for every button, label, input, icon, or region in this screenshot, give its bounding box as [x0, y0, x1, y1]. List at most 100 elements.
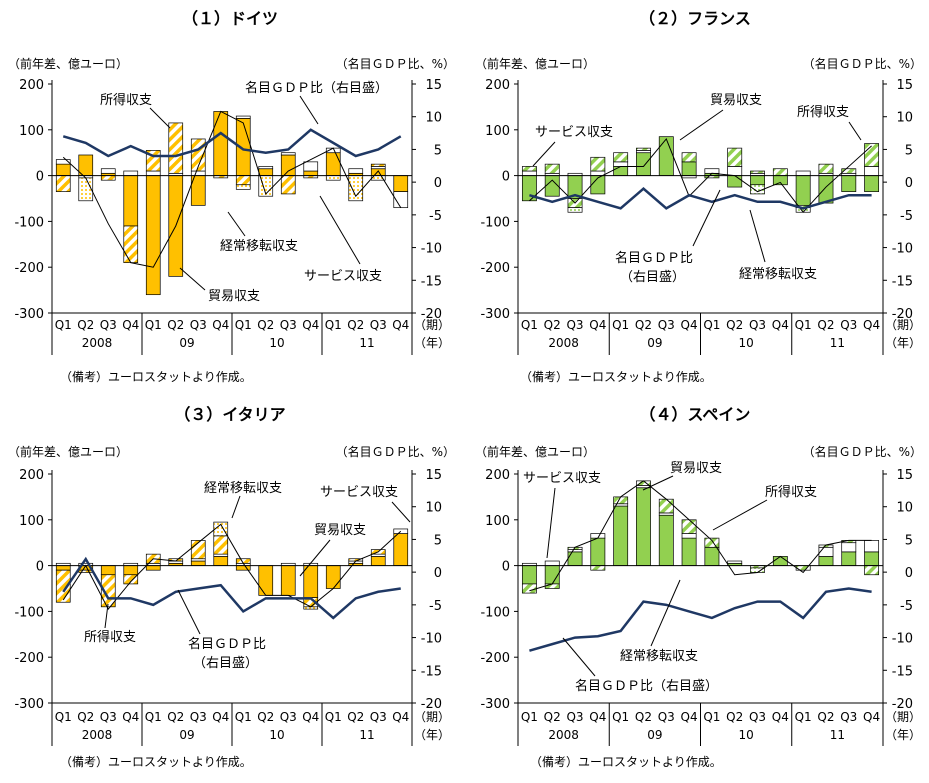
- bar-services: [258, 166, 274, 170]
- year-tick: 2008: [82, 728, 113, 742]
- bar-income: [544, 163, 560, 174]
- right-axis-tick: 10: [425, 501, 442, 516]
- year-tick: 11: [359, 728, 374, 742]
- bar-income: [864, 565, 880, 576]
- right-axis-unit: （名目ＧＤＰ比、%）: [336, 444, 455, 459]
- right-axis-tick: -20: [421, 307, 442, 322]
- bar-services: [348, 168, 364, 174]
- quarter-tick: Q3: [280, 318, 297, 332]
- annotation-transfers: 経常移転収支: [204, 481, 282, 496]
- annotation-income: 所得収支: [797, 104, 849, 120]
- left-axis-tick: 0: [502, 560, 510, 575]
- bar-income: [841, 168, 857, 174]
- bar-trade: [393, 175, 409, 192]
- chart-title: （３）イタリア: [174, 405, 285, 424]
- quarter-tick: Q1: [235, 710, 252, 724]
- bar-services: [145, 170, 161, 176]
- quarter-tick: Q3: [190, 318, 207, 332]
- bar-transfers: [213, 521, 229, 537]
- right-axis-unit: （名目ＧＤＰ比、%）: [336, 56, 455, 71]
- right-axis-tick: 0: [434, 566, 442, 581]
- bar-services: [521, 170, 537, 176]
- right-axis-tick: -5: [429, 599, 442, 614]
- bar-income: [521, 583, 537, 594]
- bar-services: [727, 166, 743, 176]
- bar-trade: [325, 565, 341, 589]
- bar-trade: [280, 154, 296, 176]
- quarter-tick: Q1: [521, 710, 538, 724]
- quarter-tick: Q2: [167, 318, 184, 332]
- quarter-tick: Q2: [726, 710, 743, 724]
- bar-income: [704, 537, 720, 548]
- right-axis-tick: -5: [429, 209, 442, 224]
- year-tick: 11: [830, 336, 845, 350]
- right-axis-tick: 0: [905, 176, 913, 191]
- leader-line: [642, 475, 674, 491]
- year-tick: 2008: [82, 336, 113, 350]
- line-gdp-ratio: [62, 128, 402, 158]
- left-axis-tick: -100: [14, 215, 44, 230]
- bar-services: [864, 540, 880, 553]
- quarter-tick: Q2: [257, 710, 274, 724]
- bar-transfers: [235, 184, 251, 190]
- bar-income: [613, 152, 629, 163]
- bar-services: [841, 542, 857, 553]
- bar-services: [544, 560, 560, 566]
- right-axis-tick: -10: [892, 632, 913, 647]
- quarter-tick: Q3: [840, 318, 857, 332]
- bar-transfers: [348, 175, 364, 202]
- leader-line: [231, 495, 241, 519]
- quarter-tick: Q3: [658, 710, 675, 724]
- bar-services: [818, 546, 834, 557]
- leader-line: [149, 107, 171, 129]
- plot-area: 200 100 0 -100 -200 -300 15 10 5 0 -5 -10 -15 -20 Q1 Q2…: [14, 78, 450, 355]
- bar-services: [795, 170, 811, 176]
- quarter-tick: Q1: [325, 710, 342, 724]
- quarter-tick: Q4: [122, 318, 139, 332]
- bar-trade: [636, 487, 651, 566]
- bar-income: [168, 122, 184, 174]
- quarter-tick: Q4: [863, 710, 880, 724]
- bar-trade: [145, 565, 161, 571]
- quarter-tick: Q4: [681, 710, 698, 724]
- bar-services: [280, 152, 296, 156]
- quarter-tick: Q4: [212, 710, 229, 724]
- annotation-gdp-ratio: 名目ＧＤＰ比（右目盛）: [245, 80, 388, 96]
- right-axis-tick: -20: [892, 307, 913, 322]
- bar-trade: [795, 175, 811, 206]
- bar-income: [636, 147, 651, 151]
- bar-trade: [123, 565, 139, 576]
- leader-line: [848, 121, 862, 141]
- quarter-tick: Q4: [772, 318, 789, 332]
- quarter-tick: Q3: [100, 318, 117, 332]
- quarter-tick: Q4: [681, 318, 698, 332]
- left-axis-tick: 200: [485, 468, 510, 483]
- leader-line: [562, 637, 596, 677]
- leader-line: [299, 539, 331, 577]
- quarter-tick: Q4: [589, 318, 606, 332]
- bar-trade: [258, 168, 274, 176]
- right-axis-tick: 5: [434, 143, 442, 158]
- quarter-tick: Q1: [612, 318, 629, 332]
- year-tick: 10: [269, 336, 284, 350]
- bar-income: [818, 163, 834, 174]
- bar-transfers: [567, 207, 583, 213]
- year-label: （年）: [414, 336, 450, 350]
- right-axis-tick: -10: [421, 632, 442, 647]
- leader-line: [546, 487, 556, 559]
- right-axis-tick: 15: [896, 78, 913, 93]
- line-gdp-ratio: [529, 187, 872, 210]
- chart-panel-germany: （１）ドイツ （前年差、億ユーロ） （名目ＧＤＰ比、%） 200 100 0 -100…: [0, 0, 465, 390]
- bar-services: [235, 115, 251, 119]
- quarter-tick: Q2: [635, 710, 652, 724]
- left-axis-tick: 0: [502, 170, 510, 185]
- left-axis-tick: -200: [14, 651, 44, 666]
- annotation-gdp-ratio: 名目ＧＤＰ比: [615, 250, 693, 266]
- bar-income: [750, 170, 765, 174]
- bar-income: [658, 498, 674, 514]
- year-label: （年）: [885, 728, 921, 742]
- bar-income: [590, 565, 606, 571]
- bar-income: [100, 175, 116, 181]
- chart-france-svg: （２）フランス （前年差、億ユーロ） （名目ＧＤＰ比、%） 2001000-10…: [475, 9, 922, 384]
- bar-trade: [818, 556, 834, 566]
